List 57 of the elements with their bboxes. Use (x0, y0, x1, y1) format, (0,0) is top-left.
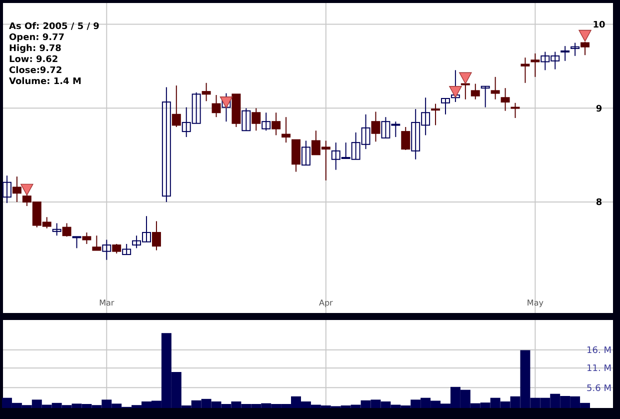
x-tick-label: May (526, 298, 544, 308)
candlestick (580, 41, 590, 56)
annotation: As Of: 2005 / 5 / 9 (9, 22, 100, 32)
candlestick (52, 222, 62, 236)
candlestick (441, 98, 450, 115)
candlestick (162, 86, 171, 203)
candlestick (490, 76, 500, 100)
annotation: Low: 9.62 (9, 55, 58, 65)
candlestick (371, 111, 380, 142)
point (459, 72, 472, 84)
candlestick (172, 84, 181, 128)
y-tick-label: 9 (596, 104, 602, 114)
candlestick (122, 243, 132, 256)
point (20, 184, 34, 196)
candlestick (560, 46, 570, 62)
annotation: High: 9.78 (9, 44, 62, 54)
annotation: Open: 9.77 (9, 33, 65, 43)
x-tick-label: Mar (99, 298, 115, 308)
y-tick-label: 11. M (586, 364, 612, 374)
candlestick (401, 126, 410, 150)
candlestick (222, 92, 231, 122)
candlestick (570, 42, 580, 56)
candlestick (152, 220, 161, 251)
point (578, 30, 592, 42)
candlestick (272, 112, 281, 136)
candlestick (252, 108, 261, 132)
candlestick (520, 57, 530, 84)
annotation: Close:9.72 (9, 66, 62, 76)
candlestick (480, 86, 490, 108)
y-tick-label: 10 (592, 20, 606, 30)
point (449, 86, 462, 98)
candlestick (530, 52, 540, 78)
candlestick (102, 239, 112, 260)
candlestick (460, 82, 470, 100)
x-tick-label: Apr (318, 298, 334, 308)
candlestick (262, 112, 271, 132)
candlestick (72, 236, 82, 249)
candlestick (112, 243, 122, 254)
candlestick (500, 88, 510, 112)
candlestick (510, 102, 520, 118)
candlestick (62, 222, 72, 238)
candlestick (242, 108, 251, 132)
candlestick (2, 175, 12, 204)
candlestick (470, 83, 480, 100)
candlestick (12, 176, 22, 203)
candlestick (82, 232, 92, 244)
candlestick (212, 94, 221, 118)
candlestick (202, 82, 211, 102)
candlestick (301, 140, 310, 166)
candlestick (450, 70, 460, 103)
y-tick-label: 8 (596, 198, 602, 208)
y-tick-label: 5.6 M (586, 384, 612, 394)
candlestick (431, 103, 440, 126)
y-tick-label: 16. M (586, 346, 612, 356)
annotation: Volume: 1.4 M (9, 77, 82, 87)
candlestick (92, 235, 102, 251)
candlestick (282, 116, 291, 144)
